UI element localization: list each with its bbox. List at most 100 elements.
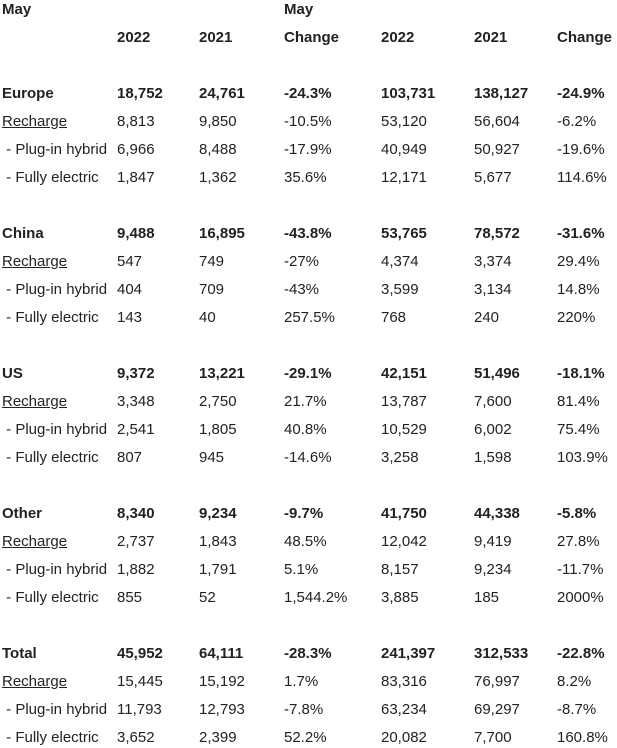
recharge-link[interactable]: Recharge [2, 533, 68, 550]
fully-electric-row-value: 35.6% [284, 169, 327, 186]
fully-electric-row-value: 1,598 [474, 449, 512, 466]
region-value: 41,750 [381, 505, 427, 522]
recharge-row-value: 8.2% [557, 673, 592, 690]
plug-in-hybrid-row-value: 11,793 [117, 701, 162, 718]
fully-electric-row-value: 1,362 [199, 169, 237, 186]
recharge-row-value: 27.8% [557, 533, 600, 550]
plug-in-hybrid-row-value: -7.8% [284, 701, 324, 718]
period-label-left: May [2, 1, 32, 18]
plug-in-hybrid-row-value: -17.9% [284, 141, 332, 158]
recharge-row-value: -27% [284, 253, 320, 270]
fully-electric-row-value: 1,847 [117, 169, 155, 186]
plug-in-hybrid-row-value: 63,234 [381, 701, 427, 718]
recharge-row-value: 21.7% [284, 393, 327, 410]
region-label: US [2, 365, 23, 382]
recharge-row-value: 12,042 [381, 533, 427, 550]
plug-in-hybrid-row-label: - Plug-in hybrid [2, 421, 108, 438]
recharge-row-value: 7,600 [474, 393, 512, 410]
recharge-row-value: 81.4% [557, 393, 600, 410]
fully-electric-row-value: 52 [199, 589, 216, 606]
plug-in-hybrid-row-value: 2,541 [117, 421, 155, 438]
fully-electric-row-label: - Fully electric [2, 729, 99, 746]
recharge-row-value: 1.7% [284, 673, 319, 690]
plug-in-hybrid-row-value: 1,791 [199, 561, 237, 578]
region-value: 103,731 [381, 85, 436, 102]
recharge-link[interactable]: Recharge [2, 393, 68, 410]
plug-in-hybrid-row-value: 12,793 [199, 701, 245, 718]
fully-electric-row-label: - Fully electric [2, 589, 99, 606]
region-label: Total [2, 645, 37, 662]
region-value: -43.8% [284, 225, 332, 242]
recharge-row-value: 1,843 [199, 533, 237, 550]
recharge-row-value: 56,604 [474, 113, 520, 130]
plug-in-hybrid-row-value: 8,488 [199, 141, 237, 158]
region-value: 51,496 [474, 365, 520, 382]
fully-electric-row-value: 40 [199, 309, 216, 326]
plug-in-hybrid-row-value: 3,599 [381, 281, 419, 298]
recharge-link[interactable]: Recharge [2, 113, 68, 130]
fully-electric-row-value: 220% [557, 309, 596, 326]
fully-electric-row-value: 807 [117, 449, 143, 466]
fully-electric-row-value: 7,700 [474, 729, 512, 746]
plug-in-hybrid-row-value: 69,297 [474, 701, 520, 718]
recharge-row-value: 15,445 [117, 673, 163, 690]
plug-in-hybrid-row-value: 5.1% [284, 561, 319, 578]
fully-electric-row-value: 20,082 [381, 729, 427, 746]
fully-electric-row-value: 185 [474, 589, 500, 606]
plug-in-hybrid-row-value: 1,805 [199, 421, 237, 438]
region-value: -22.8% [557, 645, 605, 662]
plug-in-hybrid-row-value: 6,966 [117, 141, 155, 158]
fully-electric-row-label: - Fully electric [2, 169, 99, 186]
plug-in-hybrid-row-label: - Plug-in hybrid [2, 281, 108, 298]
fully-electric-row-value: -14.6% [284, 449, 332, 466]
plug-in-hybrid-row-label: - Plug-in hybrid [2, 141, 108, 158]
fully-electric-row-value: 855 [117, 589, 143, 606]
region-value: -18.1% [557, 365, 605, 382]
recharge-row-value: -10.5% [284, 113, 332, 130]
column-header-2021: 2021 [199, 29, 233, 46]
plug-in-hybrid-row-value: 14.8% [557, 281, 600, 298]
column-header-change-ytd: Change [557, 29, 613, 46]
column-header-change: Change [284, 29, 340, 46]
recharge-row-value: 76,997 [474, 673, 520, 690]
region-value: 241,397 [381, 645, 436, 662]
fully-electric-row-value: 52.2% [284, 729, 327, 746]
fully-electric-row-value: 5,677 [474, 169, 512, 186]
region-value: 8,340 [117, 505, 155, 522]
recharge-link[interactable]: Recharge [2, 673, 68, 690]
plug-in-hybrid-row-value: 40,949 [381, 141, 427, 158]
region-value: -9.7% [284, 505, 324, 522]
fully-electric-row-value: 160.8% [557, 729, 608, 746]
recharge-row-value: 4,374 [381, 253, 419, 270]
fully-electric-row-value: 240 [474, 309, 500, 326]
fully-electric-row-value: 2000% [557, 589, 604, 606]
region-label: China [2, 225, 44, 242]
region-value: 312,533 [474, 645, 529, 662]
region-value: 78,572 [474, 225, 520, 242]
region-label: Other [2, 505, 43, 522]
region-value: 9,488 [117, 225, 155, 242]
recharge-row-value: 9,850 [199, 113, 237, 130]
plug-in-hybrid-row-value: -19.6% [557, 141, 605, 158]
region-value: 18,752 [117, 85, 163, 102]
region-value: 42,151 [381, 365, 427, 382]
recharge-row-value: 547 [117, 253, 143, 270]
recharge-row-value: 2,737 [117, 533, 155, 550]
region-label: Europe [2, 85, 54, 102]
plug-in-hybrid-row-value: 40.8% [284, 421, 327, 438]
recharge-row-value: 9,419 [474, 533, 512, 550]
fully-electric-row-value: 143 [117, 309, 143, 326]
region-value: 16,895 [199, 225, 245, 242]
column-header-2022: 2022 [117, 29, 151, 46]
plug-in-hybrid-row-value: 1,882 [117, 561, 155, 578]
region-value: 13,221 [199, 365, 245, 382]
plug-in-hybrid-row-value: 9,234 [474, 561, 512, 578]
period-label-right: May [284, 1, 314, 18]
region-value: 45,952 [117, 645, 163, 662]
recharge-row-value: 3,348 [117, 393, 155, 410]
recharge-link[interactable]: Recharge [2, 253, 68, 270]
plug-in-hybrid-row-value: 6,002 [474, 421, 512, 438]
plug-in-hybrid-row-value: 3,134 [474, 281, 512, 298]
region-value: -5.8% [557, 505, 597, 522]
plug-in-hybrid-row-value: 404 [117, 281, 143, 298]
